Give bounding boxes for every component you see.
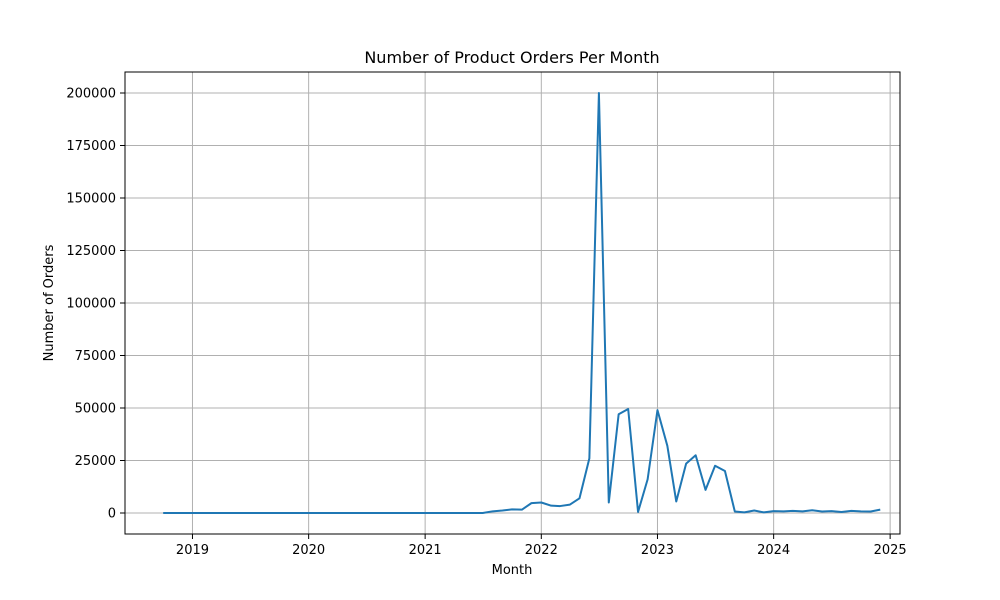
x-tick-label: 2024 — [757, 543, 790, 558]
y-axis-label: Number of Orders — [42, 244, 57, 361]
x-tick-label: 2025 — [874, 543, 907, 558]
y-tick-label: 50000 — [75, 402, 116, 417]
grid — [125, 72, 900, 534]
y-tick-label: 100000 — [66, 297, 116, 312]
y-tick-label: 25000 — [75, 454, 116, 469]
chart-title: Number of Product Orders Per Month — [364, 48, 659, 67]
y-tick-label: 0 — [108, 507, 116, 522]
y-tick-label: 175000 — [66, 139, 116, 154]
x-tick-label: 2022 — [525, 543, 558, 558]
series-line — [163, 92, 881, 514]
x-tick-label: 2020 — [292, 543, 325, 558]
y-tick-label: 125000 — [66, 244, 116, 259]
y-tick-label: 200000 — [66, 87, 116, 102]
axis-ticks: 2019 2020 2021 2022 2023 2024 2025 0 25000 50000 7… — [66, 87, 906, 559]
x-tick-label: 2023 — [641, 543, 674, 558]
y-tick-label: 75000 — [75, 349, 116, 364]
x-axis-label: Month — [492, 563, 533, 578]
x-tick-label: 2021 — [409, 543, 442, 558]
x-tick-label: 2019 — [176, 543, 209, 558]
y-tick-label: 150000 — [66, 192, 116, 207]
